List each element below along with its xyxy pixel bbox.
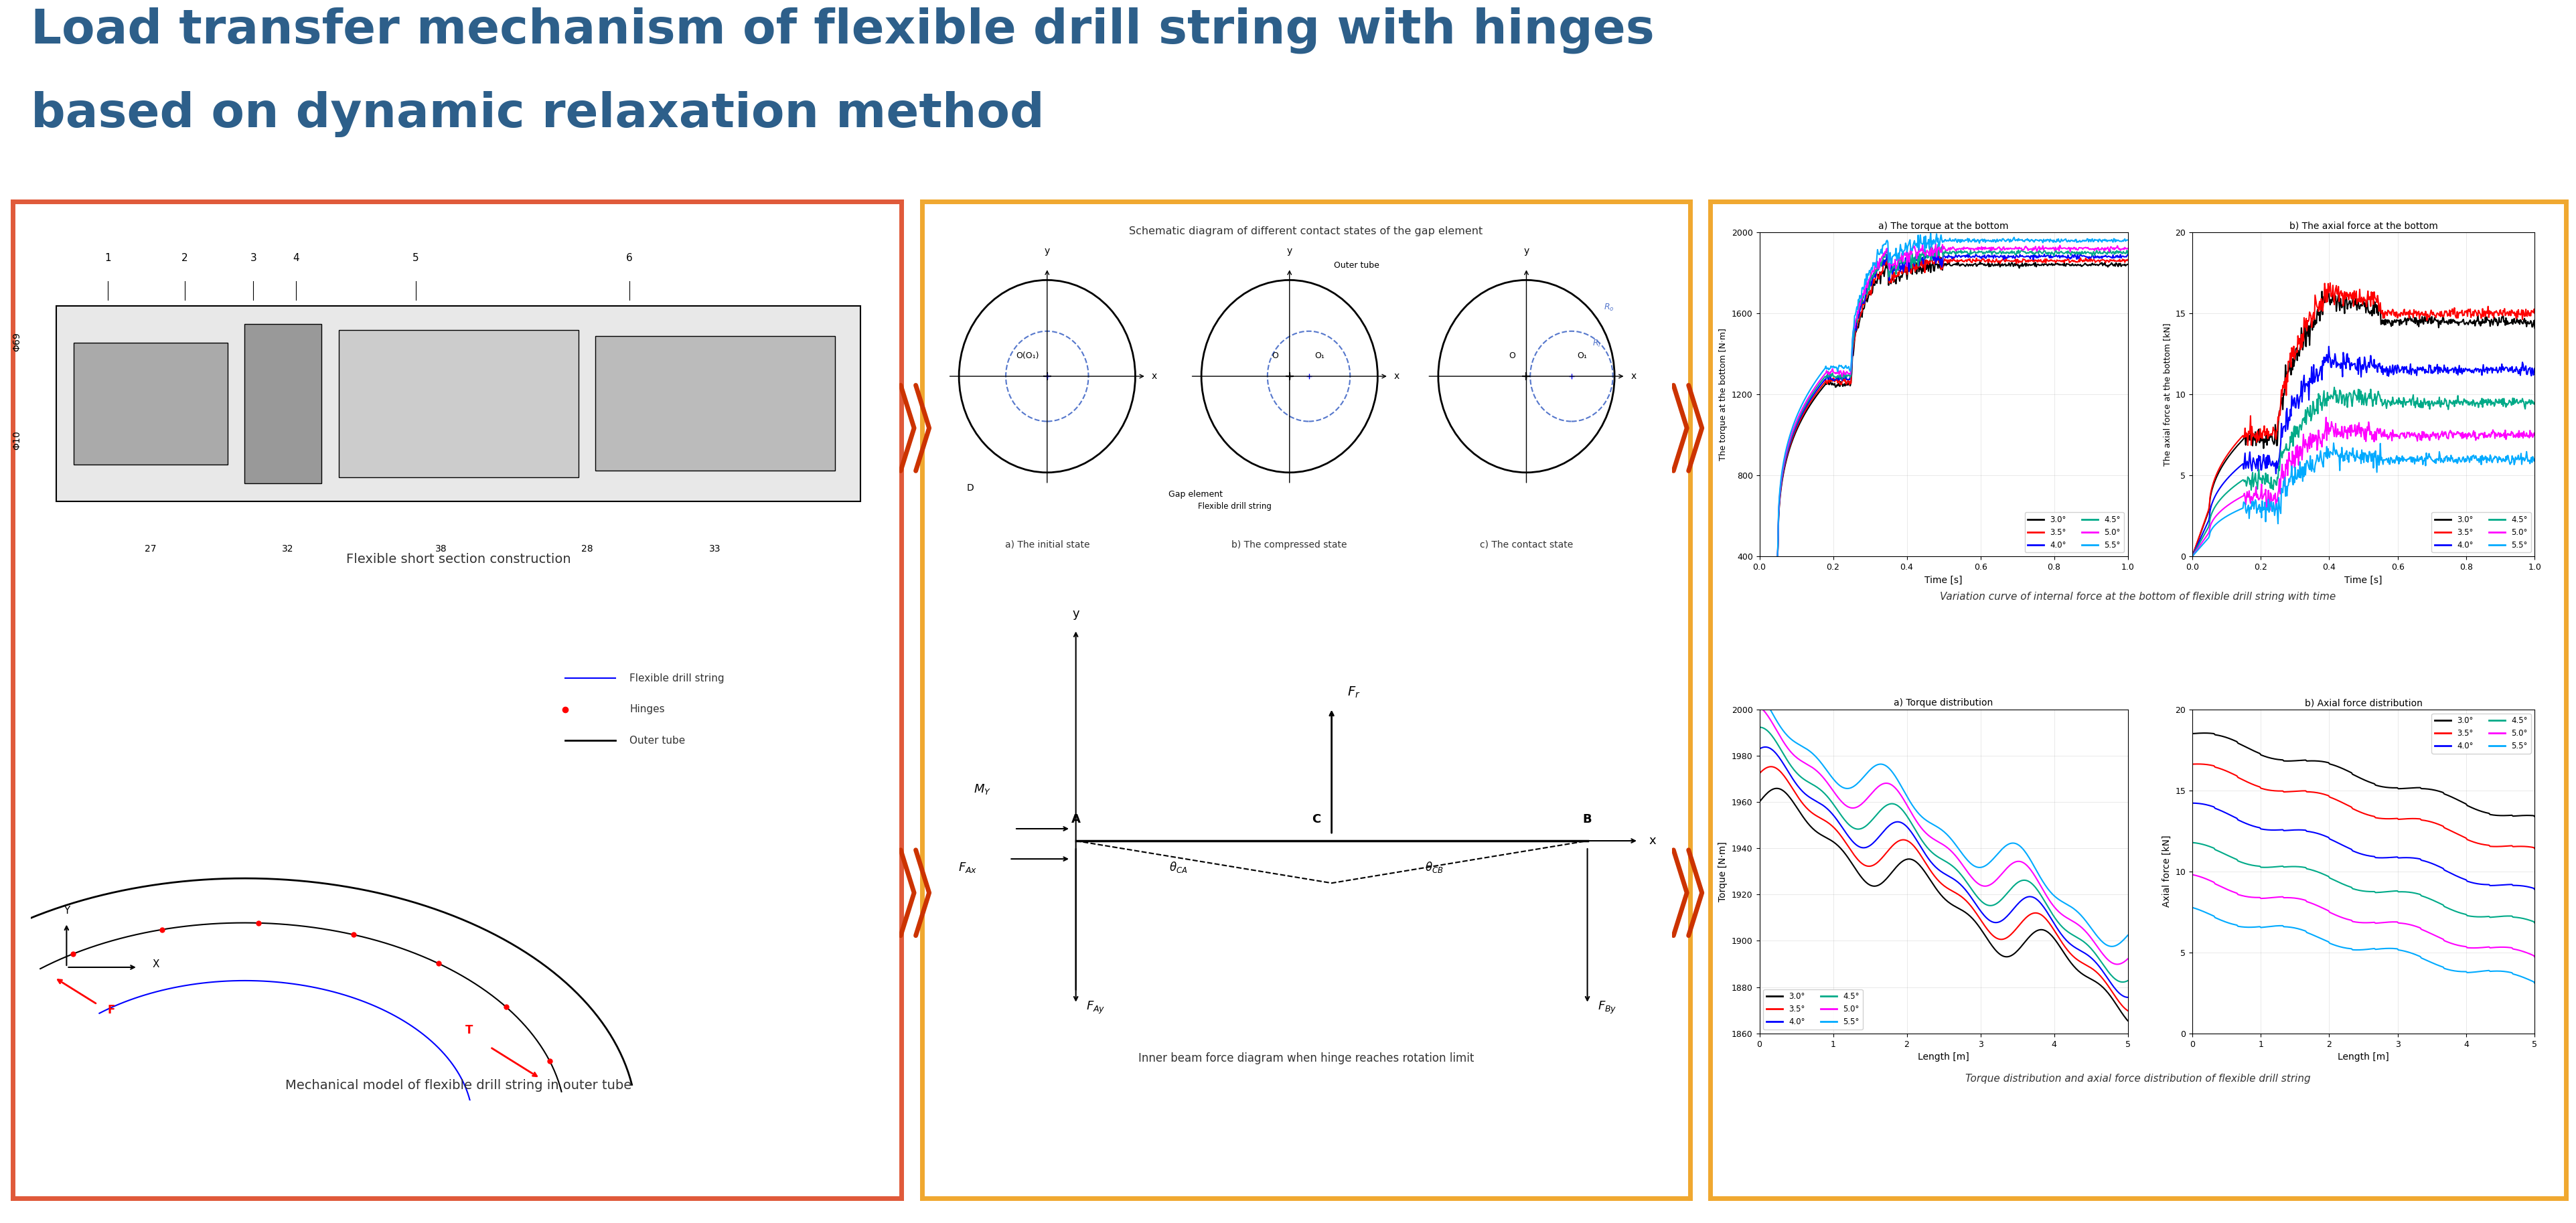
Text: $\Phi$69: $\Phi$69 [13,333,23,352]
Text: 5: 5 [412,253,420,263]
Text: c) The contact state: c) The contact state [1479,541,1574,549]
Text: 33: 33 [708,544,721,554]
Text: $F_{Ay}$: $F_{Ay}$ [1087,999,1105,1015]
Text: 28: 28 [582,544,592,554]
Text: 27: 27 [144,544,157,554]
Bar [595,336,835,471]
Text: 4: 4 [294,253,299,263]
Y-axis label: Axial force [kN]: Axial force [kN] [2161,835,2172,907]
Text: X: X [152,959,160,970]
Text: $\theta_{CB}$: $\theta_{CB}$ [1425,860,1443,874]
Legend: 3.0°, 3.5°, 4.0°, 4.5°, 5.0°, 5.5°: 3.0°, 3.5°, 4.0°, 4.5°, 5.0°, 5.5° [1765,989,1862,1030]
Text: O: O [1510,351,1515,361]
Y-axis label: The axial force at the bottom [kN]: The axial force at the bottom [kN] [2164,323,2172,466]
Bar [57,306,860,501]
Text: A: A [1072,813,1079,826]
Text: $F_{By}$: $F_{By}$ [1597,999,1618,1015]
Text: 3: 3 [250,253,258,263]
Text: Mechanical model of flexible drill string in outer tube: Mechanical model of flexible drill strin… [286,1079,631,1092]
Bar [245,324,322,483]
Text: $R_i$: $R_i$ [1592,339,1602,349]
Text: x: x [1649,835,1656,846]
Text: Torque distribution and axial force distribution of flexible drill string: Torque distribution and axial force dist… [1965,1074,2311,1084]
Text: y: y [1043,247,1051,256]
Text: D: D [966,483,974,493]
Title: a) The torque at the bottom: a) The torque at the bottom [1878,221,2009,231]
X-axis label: Time [s]: Time [s] [1924,575,1963,585]
Text: b) The compressed state: b) The compressed state [1231,541,1347,549]
X-axis label: Length [m]: Length [m] [1919,1052,1968,1062]
Text: $M_Y$: $M_Y$ [974,783,992,796]
Text: Flexible drill string: Flexible drill string [629,673,724,684]
Text: Gap element: Gap element [1170,490,1224,499]
Text: 38: 38 [435,544,448,554]
Text: x: x [1631,372,1636,380]
Text: x: x [1394,372,1399,380]
Text: O₁: O₁ [1577,351,1587,361]
Text: 2: 2 [183,253,188,263]
Text: a) The initial state: a) The initial state [1005,541,1090,549]
Title: b) Axial force distribution: b) Axial force distribution [2306,698,2421,708]
Text: x: x [1151,372,1157,380]
X-axis label: Length [m]: Length [m] [2339,1052,2388,1062]
Text: F: F [108,1004,116,1016]
Y-axis label: Torque [N·m]: Torque [N·m] [1718,841,1728,901]
Text: O₁: O₁ [1314,351,1324,361]
Text: Flexible short section construction: Flexible short section construction [345,553,572,565]
Text: $F_r$: $F_r$ [1347,685,1360,700]
Text: y: y [1072,608,1079,620]
Legend: 3.0°, 3.5°, 4.0°, 4.5°, 5.0°, 5.5°: 3.0°, 3.5°, 4.0°, 4.5°, 5.0°, 5.5° [2025,512,2123,553]
Text: Outer tube: Outer tube [629,735,685,746]
X-axis label: Time [s]: Time [s] [2344,575,2383,585]
Text: T: T [466,1025,471,1037]
Text: Outer tube: Outer tube [1334,262,1378,270]
Title: a) Torque distribution: a) Torque distribution [1893,698,1994,708]
Text: Flexible drill string: Flexible drill string [1198,501,1270,510]
Text: $\Phi$10: $\Phi$10 [13,430,23,450]
Text: based on dynamic relaxation method: based on dynamic relaxation method [31,91,1043,137]
Text: y: y [1522,247,1530,256]
Text: $R_o$: $R_o$ [1602,303,1615,313]
Text: O: O [1273,351,1278,361]
Legend: 3.0°, 3.5°, 4.0°, 4.5°, 5.0°, 5.5°: 3.0°, 3.5°, 4.0°, 4.5°, 5.0°, 5.5° [2432,713,2530,753]
Legend: 3.0°, 3.5°, 4.0°, 4.5°, 5.0°, 5.5°: 3.0°, 3.5°, 4.0°, 4.5°, 5.0°, 5.5° [2432,512,2530,553]
Text: Hinges: Hinges [629,704,665,714]
Text: B: B [1582,813,1592,826]
Text: Inner beam force diagram when hinge reaches rotation limit: Inner beam force diagram when hinge reac… [1139,1052,1473,1064]
Text: O(O₁): O(O₁) [1015,351,1038,361]
Text: Schematic diagram of different contact states of the gap element: Schematic diagram of different contact s… [1128,226,1484,236]
Bar [75,342,227,465]
Text: y: y [1288,247,1293,256]
Text: $\theta_{CA}$: $\theta_{CA}$ [1170,860,1188,874]
Text: 32: 32 [281,544,294,554]
Title: b) The axial force at the bottom: b) The axial force at the bottom [2290,221,2437,231]
Text: Variation curve of internal force at the bottom of flexible drill string with ti: Variation curve of internal force at the… [1940,592,2336,602]
Text: Load transfer mechanism of flexible drill string with hinges: Load transfer mechanism of flexible dril… [31,7,1654,54]
Text: 6: 6 [626,253,634,263]
Bar [340,330,577,477]
Text: Y: Y [64,906,70,916]
Y-axis label: The torque at the bottom [N·m]: The torque at the bottom [N·m] [1718,328,1728,461]
Text: 1: 1 [106,253,111,263]
Text: $F_{Ax}$: $F_{Ax}$ [958,861,976,874]
Text: C: C [1311,813,1321,826]
